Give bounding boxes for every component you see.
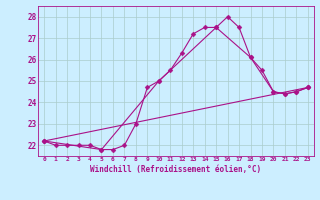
X-axis label: Windchill (Refroidissement éolien,°C): Windchill (Refroidissement éolien,°C) bbox=[91, 165, 261, 174]
